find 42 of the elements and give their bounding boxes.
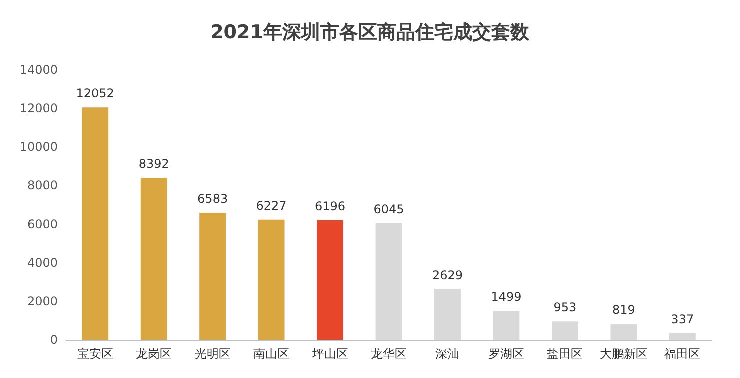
- bar: [610, 324, 638, 340]
- y-tick-label: 8000: [27, 178, 58, 193]
- bar: [552, 322, 578, 340]
- x-tick-label: 龙华区: [371, 347, 407, 361]
- x-tick-label: 深汕: [436, 347, 460, 361]
- data-label: 8392: [138, 157, 170, 172]
- x-tick-label: 福田区: [664, 347, 701, 361]
- bar: [376, 223, 402, 340]
- x-tick-label: 罗湖区: [488, 347, 524, 361]
- y-tick-label: 4000: [27, 256, 58, 270]
- x-tick-label: 盐田区: [547, 347, 584, 361]
- bar: [82, 108, 109, 340]
- x-tick-label: 光明区: [194, 347, 231, 361]
- y-tick-label: 14000: [20, 63, 58, 77]
- y-tick-label: 2000: [27, 294, 58, 308]
- x-tick-label: 大鹏新区: [600, 347, 648, 361]
- data-label: 6227: [256, 198, 287, 213]
- bar: [258, 220, 285, 340]
- bar: [434, 289, 461, 340]
- x-tick-label: 宝安区: [77, 347, 114, 361]
- data-label: 2629: [432, 268, 463, 282]
- bar: [140, 178, 168, 340]
- y-tick-label: 10000: [20, 140, 58, 154]
- y-tick-label: 0: [50, 333, 58, 347]
- data-label: 12052: [76, 86, 114, 101]
- data-label: 953: [554, 300, 577, 315]
- data-label: 6196: [315, 200, 346, 214]
- y-tick-label: 12000: [20, 102, 58, 116]
- data-label: 6583: [198, 192, 228, 206]
- data-label: 6045: [374, 202, 404, 216]
- bar: [317, 220, 344, 340]
- data-label: 337: [671, 312, 694, 326]
- bar: [493, 311, 520, 340]
- bar: [669, 334, 696, 340]
- x-tick-label: 龙岗区: [136, 347, 172, 361]
- data-label: 819: [612, 303, 636, 318]
- data-label: 1499: [491, 290, 522, 304]
- bar: [200, 213, 226, 340]
- y-tick-label: 6000: [27, 217, 58, 232]
- x-tick-label: 坪山区: [311, 347, 348, 361]
- x-tick-label: 南山区: [254, 347, 290, 361]
- chart-title: 2021年深圳市各区商品住宅成交套数: [210, 22, 530, 44]
